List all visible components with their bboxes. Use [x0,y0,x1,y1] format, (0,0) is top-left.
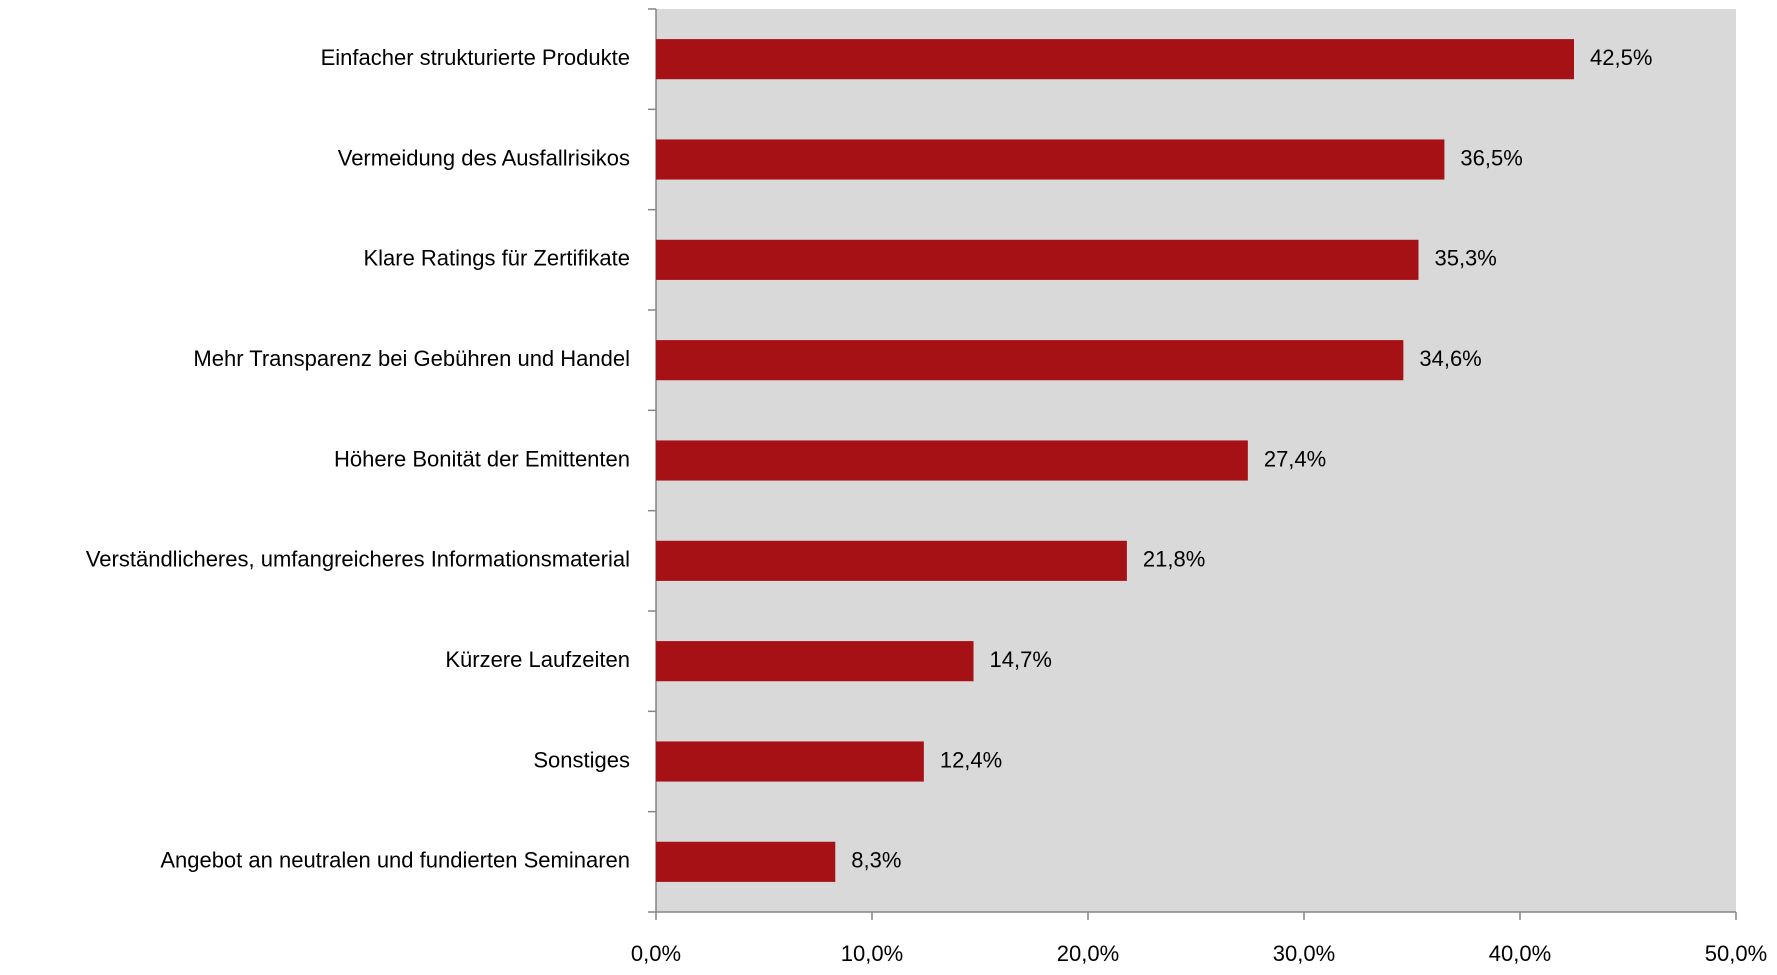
y-tick-label: Höhere Bonität der Emittenten [334,446,630,471]
data-label: 27,4% [1264,446,1326,471]
bar [656,440,1248,481]
data-label: 12,4% [940,747,1002,772]
x-tick-label: 50,0% [1705,941,1767,966]
bar [656,139,1445,180]
data-label: 21,8% [1143,547,1205,572]
y-tick-label: Mehr Transparenz bei Gebühren und Handel [193,346,630,371]
y-tick-label: Angebot an neutralen und fundierten Semi… [160,848,630,873]
y-tick-label: Klare Ratings für Zertifikate [363,246,630,271]
x-tick-label: 30,0% [1273,941,1335,966]
bar [656,741,924,782]
data-label: 14,7% [990,647,1052,672]
bar [656,39,1574,80]
bar [656,239,1419,280]
x-tick-label: 10,0% [841,941,903,966]
x-tick-label: 20,0% [1057,941,1119,966]
bar [656,641,974,682]
data-label: 8,3% [851,848,901,873]
y-tick-label: Kürzere Laufzeiten [445,647,630,672]
x-tick-label: 0,0% [631,941,681,966]
bar [656,841,836,882]
data-label: 36,5% [1460,145,1522,170]
y-tick-label: Sonstiges [533,747,630,772]
y-tick-label: Einfacher strukturierte Produkte [321,45,630,70]
data-label: 35,3% [1434,246,1496,271]
data-label: 42,5% [1590,45,1652,70]
bar [656,340,1404,381]
bar [656,540,1127,581]
y-tick-label: Verständlicheres, umfangreicheres Inform… [86,547,630,572]
data-label: 34,6% [1419,346,1481,371]
x-tick-label: 40,0% [1489,941,1551,966]
y-tick-label: Vermeidung des Ausfallrisikos [338,145,630,170]
